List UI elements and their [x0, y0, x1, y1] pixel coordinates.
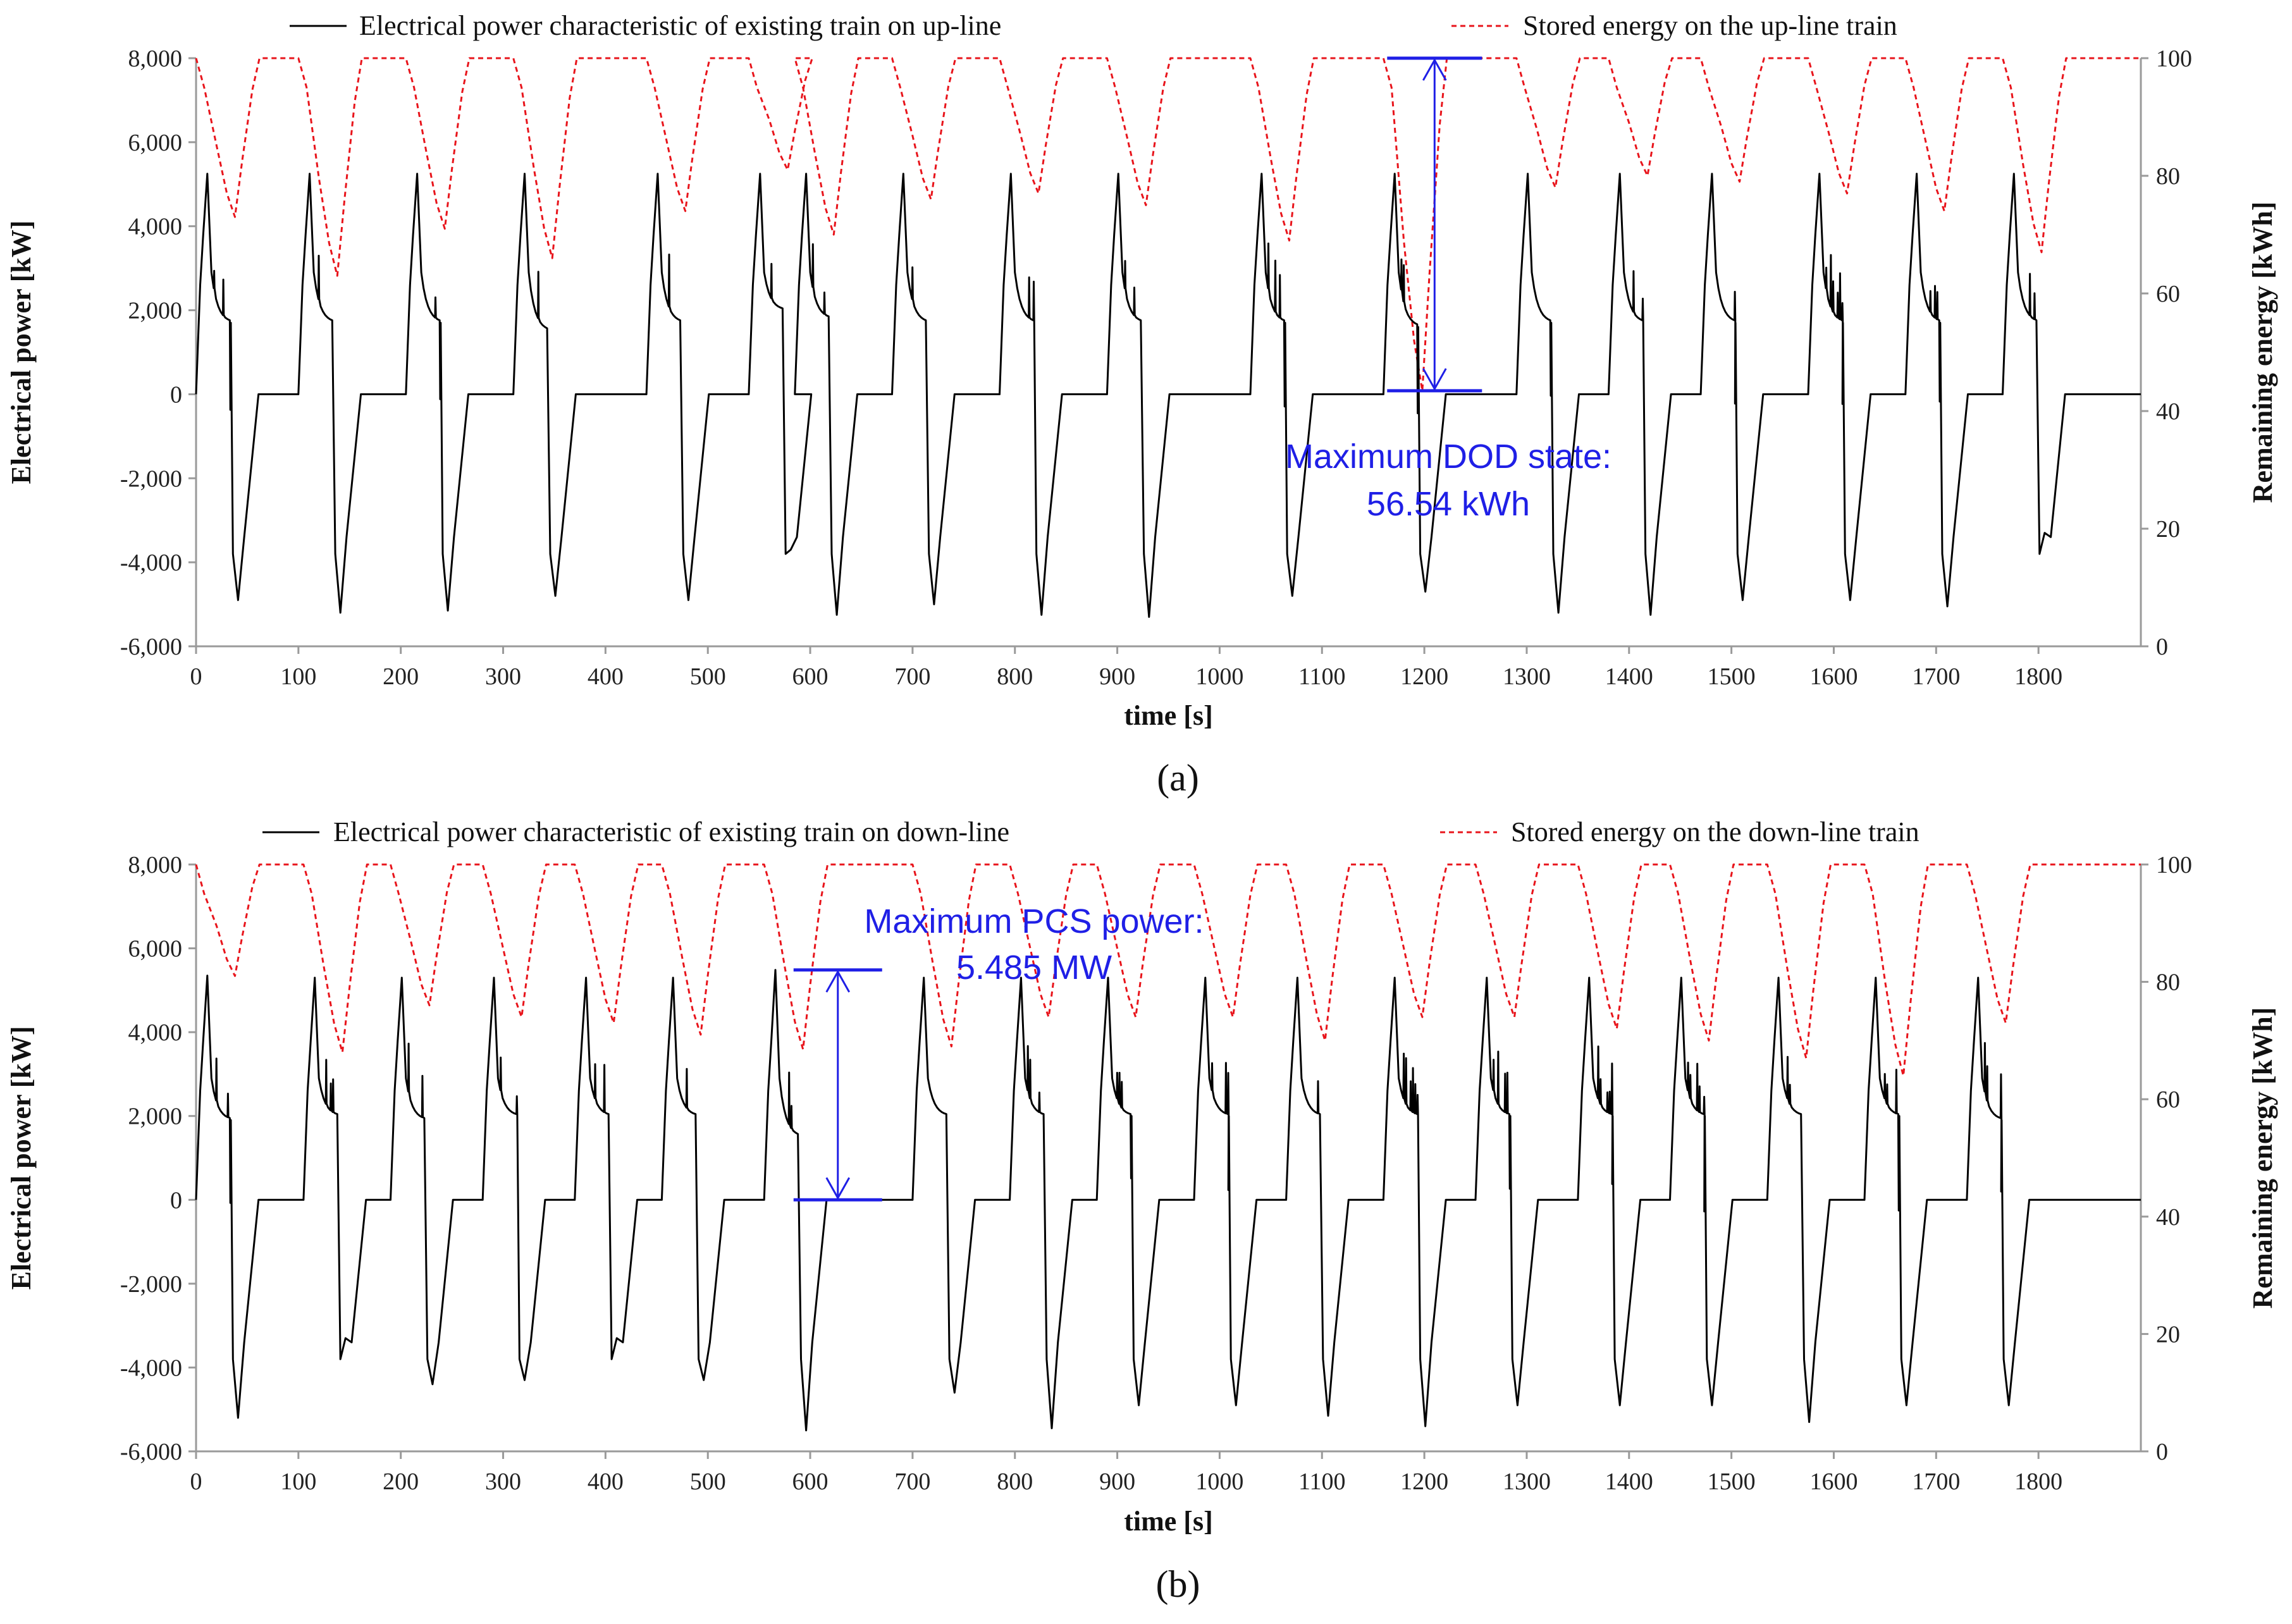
annotation-title: Maximum PCS power:	[864, 902, 1204, 940]
y-tick-label: -4,000	[120, 1355, 182, 1381]
y-tick-label: 4,000	[128, 214, 183, 240]
x-tick-label: 400	[588, 663, 624, 690]
x-tick-label: 900	[1099, 663, 1135, 690]
y-tick-label: -6,000	[120, 634, 182, 660]
annotation-arrowhead-bottom	[825, 1177, 851, 1200]
y-tick-label: 0	[170, 381, 182, 408]
legend-power-label: Electrical power characteristic of exist…	[359, 10, 1001, 41]
x-tick-label: 200	[383, 1468, 419, 1495]
x-tick-label: 1600	[1809, 1468, 1858, 1495]
annotation-arrowhead-top	[1422, 58, 1447, 81]
legend-energy-label: Stored energy on the up-line train	[1523, 10, 1897, 41]
x-tick-label: 400	[588, 1468, 624, 1495]
y-tick-label: -2,000	[120, 1271, 182, 1298]
x-tick-label: 100	[280, 1468, 316, 1495]
y-tick-label: -2,000	[120, 465, 182, 492]
y2-tick-label: 20	[2156, 1321, 2180, 1348]
x-tick-label: 100	[280, 663, 316, 690]
x-tick-label: 1400	[1605, 663, 1653, 690]
legend-power-label: Electrical power characteristic of exist…	[333, 816, 1009, 847]
x-tick-label: 1000	[1195, 1468, 1243, 1495]
x-tick-label: 1200	[1400, 1468, 1448, 1495]
x-tick-label: 1300	[1503, 663, 1551, 690]
y-tick-label: -6,000	[120, 1439, 182, 1465]
x-tick-label: 1500	[1708, 663, 1756, 690]
annotation-arrowhead-top	[825, 969, 851, 993]
y2-tick-label: 20	[2156, 516, 2180, 543]
series-electrical-power	[195, 969, 2141, 1432]
x-tick-label: 600	[792, 1468, 829, 1495]
x-tick-label: 1500	[1708, 1468, 1756, 1495]
x-tick-label: 1800	[2014, 1468, 2062, 1495]
y-axis-title: Electrical power [kW]	[6, 1026, 37, 1289]
y2-tick-label: 40	[2156, 1204, 2180, 1231]
y2-tick-label: 100	[2156, 852, 2192, 878]
y2-tick-label: 0	[2156, 634, 2168, 660]
y2-tick-label: 80	[2156, 969, 2180, 996]
annotation-value: 5.485 MW	[956, 949, 1112, 987]
annotation-arrowhead-bottom	[1422, 368, 1447, 391]
panel-label: (b)	[1156, 1563, 1200, 1605]
y-tick-label: 6,000	[128, 130, 183, 156]
y2-axis-title: Remaining energy [kWh]	[2247, 202, 2278, 503]
y2-tick-label: 100	[2156, 46, 2192, 72]
y-tick-label: -4,000	[120, 550, 182, 576]
y-tick-label: 0	[170, 1187, 182, 1214]
x-tick-label: 200	[383, 663, 419, 690]
chart-panel-b: 0 100 200 300 400 500 600 700 800 900 1000 1100 1200…	[6, 816, 2278, 1605]
x-tick-label: 1800	[2014, 663, 2062, 690]
annotation-value: 56.54 kWh	[1367, 485, 1530, 523]
y-tick-label: 4,000	[128, 1019, 183, 1046]
y-axis-title: Electrical power [kW]	[6, 220, 37, 484]
x-tick-label: 300	[485, 1468, 521, 1495]
y-tick-label: 8,000	[128, 852, 183, 878]
series-stored-energy	[195, 57, 2141, 392]
y-tick-label: 6,000	[128, 936, 183, 963]
x-axis-title: time [s]	[1124, 1506, 1213, 1537]
series-stored-energy	[195, 863, 2141, 1077]
x-tick-label: 1000	[1195, 663, 1243, 690]
x-tick-label: 700	[894, 663, 930, 690]
y-tick-label: 2,000	[128, 1104, 183, 1130]
x-tick-label: 0	[190, 1468, 202, 1495]
x-tick-label: 1300	[1503, 1468, 1551, 1495]
x-tick-label: 1100	[1298, 663, 1346, 690]
x-tick-label: 1100	[1298, 1468, 1346, 1495]
y2-tick-label: 60	[2156, 281, 2180, 307]
y-tick-label: 2,000	[128, 298, 183, 324]
x-tick-label: 300	[485, 663, 521, 690]
x-tick-label: 800	[997, 663, 1033, 690]
x-tick-label: 500	[690, 1468, 726, 1495]
y-tick-label: 8,000	[128, 46, 183, 72]
x-tick-label: 1200	[1400, 663, 1448, 690]
x-axis-title: time [s]	[1124, 700, 1213, 731]
x-tick-label: 600	[792, 663, 829, 690]
y2-tick-label: 40	[2156, 398, 2180, 425]
y2-tick-label: 60	[2156, 1086, 2180, 1113]
x-tick-label: 1700	[1912, 1468, 1960, 1495]
legend-energy-label: Stored energy on the down-line train	[1511, 816, 1919, 847]
x-tick-label: 700	[894, 1468, 930, 1495]
x-tick-label: 1700	[1912, 663, 1960, 690]
panel-label: (a)	[1157, 757, 1199, 799]
x-tick-label: 1400	[1605, 1468, 1653, 1495]
x-tick-label: 800	[997, 1468, 1033, 1495]
y2-tick-label: 0	[2156, 1439, 2168, 1465]
x-tick-label: 500	[690, 663, 726, 690]
annotation-title: Maximum DOD state:	[1285, 438, 1611, 476]
chart-panel-a: 0 100 200 300 400 500 600 700 800 900 1000 1100 1200…	[6, 10, 2278, 799]
y2-axis-title: Remaining energy [kWh]	[2247, 1007, 2278, 1309]
x-tick-label: 900	[1099, 1468, 1135, 1495]
x-tick-label: 1600	[1809, 663, 1858, 690]
y2-tick-label: 80	[2156, 163, 2180, 190]
series-electrical-power	[195, 173, 2141, 618]
x-tick-label: 0	[190, 663, 202, 690]
